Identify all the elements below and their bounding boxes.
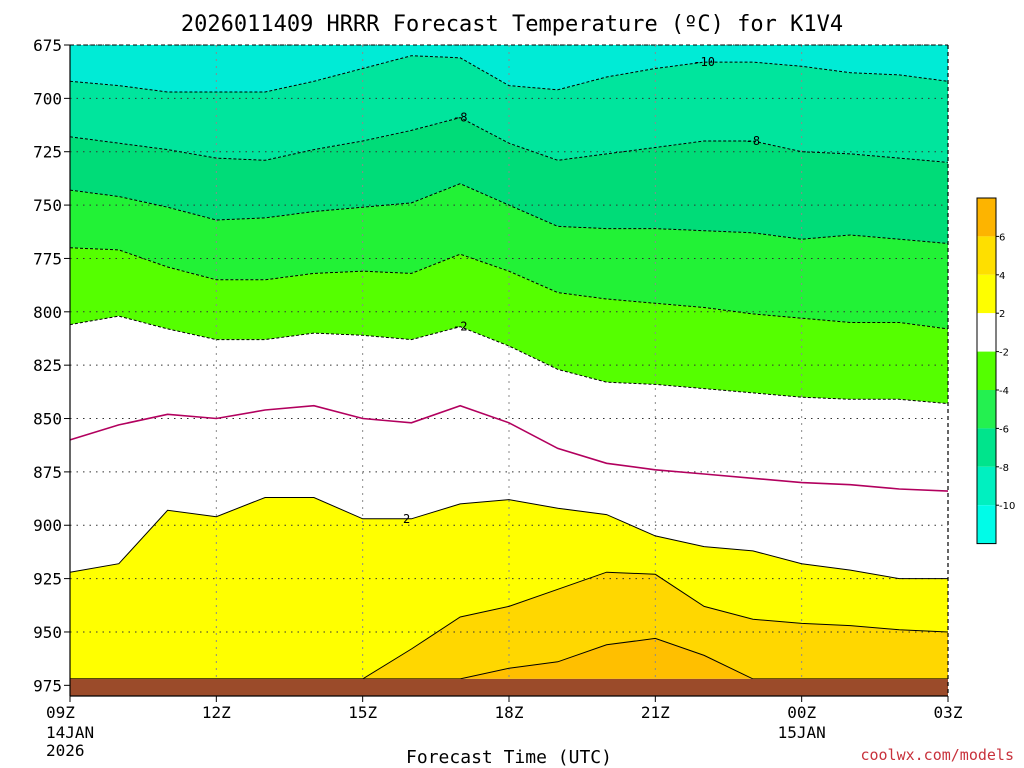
colorbar-swatch	[977, 198, 996, 237]
x-tick-label: 21Z	[641, 703, 670, 722]
contour-label: -2	[453, 320, 467, 334]
band-below-minus10	[70, 45, 948, 92]
colorbar-label: -2	[999, 348, 1009, 359]
contour-label: -8	[746, 134, 760, 148]
colorbar-frame	[976, 197, 997, 545]
chart-title: 2026011409 HRRR Forecast Temperature (ºC…	[181, 12, 843, 37]
colorbar-swatch	[977, 505, 996, 544]
y-tick-label: 750	[33, 196, 62, 215]
colorbar-swatch	[977, 274, 996, 314]
x-axis-label: Forecast Time (UTC)	[406, 747, 612, 768]
colorbar-label: -4	[999, 386, 1009, 397]
colorbar-swatch	[977, 428, 996, 467]
colorbar-swatch	[977, 313, 996, 352]
y-tick-label: 825	[33, 356, 62, 375]
colorbar-label: 2	[999, 309, 1005, 320]
band-minus2-plus2	[70, 316, 948, 579]
y-tick-label: 900	[33, 516, 62, 535]
colorbar-swatch	[977, 466, 996, 506]
x-tick-label: 00Z	[787, 703, 816, 722]
x-tick-year: 2026	[46, 741, 85, 760]
y-tick-label: 975	[33, 676, 62, 695]
contour-line-plus2	[69, 497, 948, 580]
ground-fill	[70, 678, 948, 696]
x-tick-label: 09Z	[46, 703, 75, 722]
x-tick-date: 15JAN	[778, 723, 826, 742]
x-tick-label: 03Z	[934, 703, 963, 722]
contour-line-minus4	[69, 247, 949, 330]
contour-label: 2	[403, 512, 410, 526]
y-tick-label: 700	[33, 89, 62, 108]
x-tick-label: 15Z	[348, 703, 377, 722]
y-tick-label: 725	[33, 143, 62, 162]
band-above-plus6	[70, 638, 948, 679]
colorbar-swatch	[977, 351, 996, 390]
band-minus8-minus6	[70, 117, 948, 244]
y-tick-label: 850	[33, 410, 62, 429]
colorbar: 6 4 2 -2 -4 -6 -8 -10	[976, 197, 1015, 545]
y-tick-label: 950	[33, 623, 62, 642]
colorbar-swatch	[977, 236, 996, 275]
contour-line-minus8	[69, 117, 949, 163]
x-tick-date: 14JAN	[46, 723, 94, 742]
colorbar-swatch	[977, 390, 996, 429]
y-tick-label: 800	[33, 303, 62, 322]
ground-layer	[70, 678, 948, 696]
contour-line-plus6	[70, 637, 948, 680]
contour-line-minus10	[69, 55, 949, 93]
contour-lines: -10 -8 -8 -2 2	[69, 55, 949, 680]
colorbar-label: -6	[999, 424, 1009, 435]
band-plus2-plus4	[70, 497, 948, 679]
x-tick-label: 12Z	[202, 703, 231, 722]
y-tick-label: 875	[33, 463, 62, 482]
colorbar-label: -10	[999, 501, 1015, 512]
colorbar-label: -8	[999, 463, 1009, 474]
contour-line-minus6	[69, 183, 949, 244]
band-plus4-plus6	[70, 572, 948, 679]
y-axis-ticks: 675 700 725 750 775 800 825 850 875 900 925 950 975	[33, 36, 70, 695]
colorbar-label: 4	[999, 271, 1005, 282]
y-tick-label: 925	[33, 570, 62, 589]
credit-link[interactable]: coolwx.com/models	[860, 746, 1014, 764]
colorbar-label: 6	[999, 232, 1005, 243]
y-tick-label: 675	[33, 36, 62, 55]
contour-label: -8	[453, 111, 467, 125]
contour-line-plus0	[69, 404, 949, 492]
y-tick-label: 775	[33, 249, 62, 268]
contour-label: -10	[693, 55, 715, 69]
x-tick-label: 18Z	[495, 703, 524, 722]
